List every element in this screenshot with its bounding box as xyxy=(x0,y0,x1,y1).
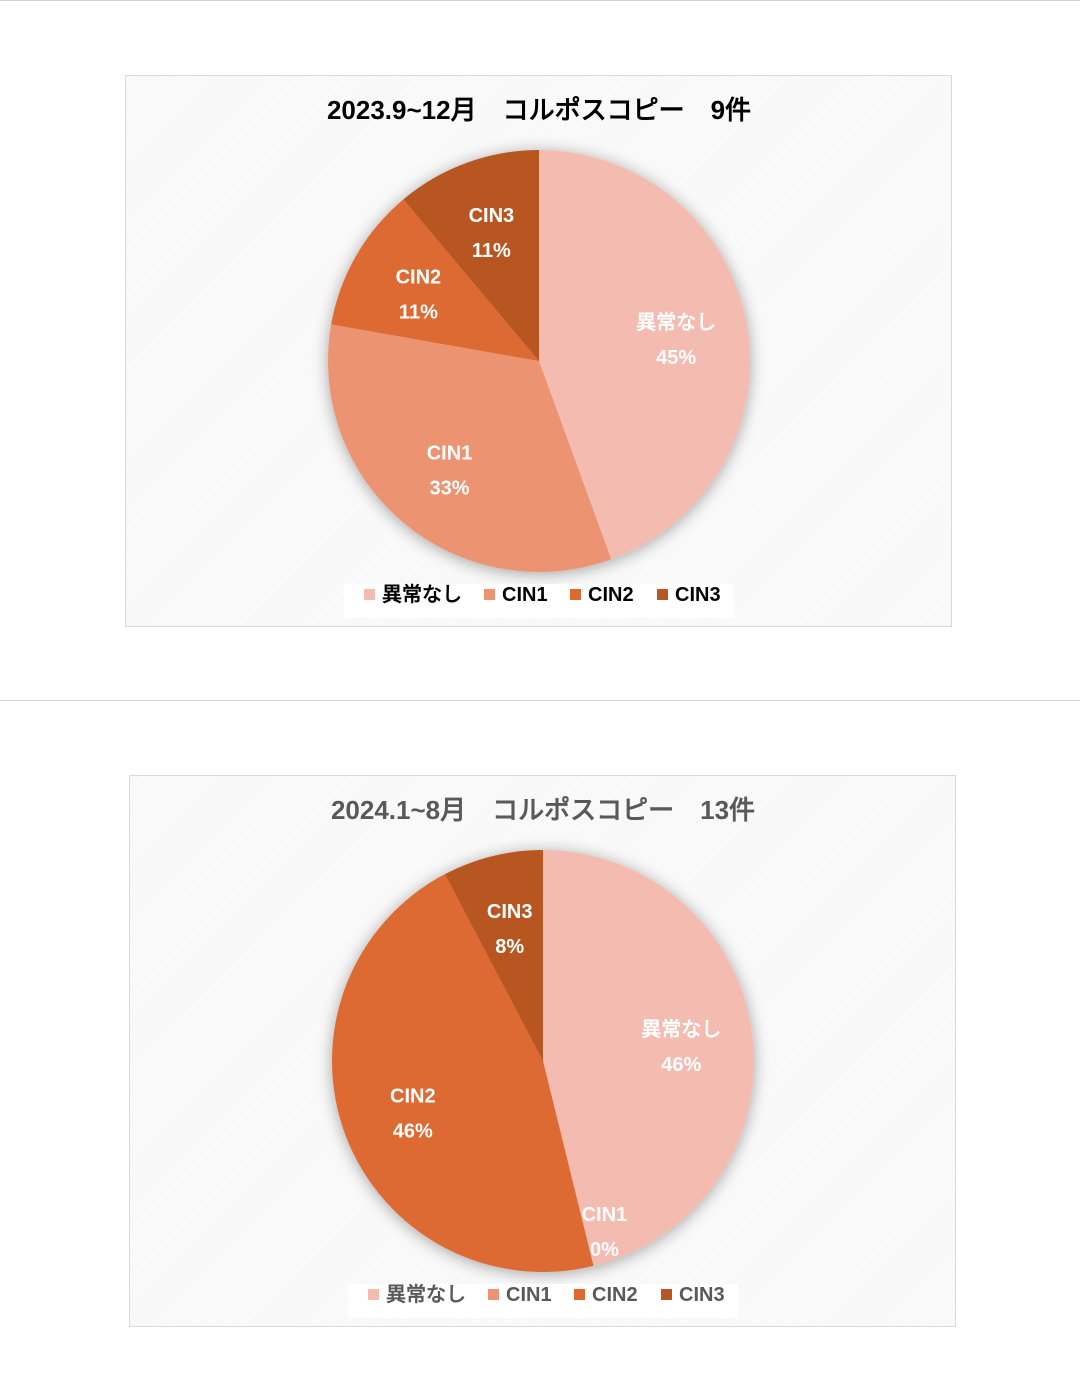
legend-label: CIN1 xyxy=(502,584,548,606)
legend-label: 異常なし xyxy=(382,583,462,606)
pie-slice-normal xyxy=(543,850,754,1266)
legend-label: CIN1 xyxy=(506,1284,552,1306)
chart-panel-2024: 2024.1~8月 コルポスコピー 13件 異常なし 46% CIN1 0% CIN2 4… xyxy=(129,775,956,1327)
pie-chart-2024: 2024.1~8月 コルポスコピー 13件 異常なし 46% CIN1 0% CIN2 4… xyxy=(331,795,755,1318)
legend-label: CIN3 xyxy=(675,584,721,606)
legend-swatch xyxy=(574,1289,585,1300)
slice-labels: 異常なし 45% CIN1 33% CIN2 11% CIN3 11% xyxy=(396,205,717,500)
slice-label-category: CIN2 xyxy=(390,1085,436,1107)
slice-label-percent: 11% xyxy=(472,240,511,262)
chart-title: 2024.1~8月 コルポスコピー 13件 xyxy=(331,795,755,825)
legend-background xyxy=(344,584,734,618)
slice-label-category: 異常なし xyxy=(636,311,716,334)
slice-label-percent: 8% xyxy=(495,936,524,958)
slice-label-category: CIN2 xyxy=(396,266,442,288)
pie-slice-cin2 xyxy=(332,874,594,1272)
slice-label-category: CIN3 xyxy=(487,901,533,923)
legend: 異常なし CIN1 CIN2 CIN3 xyxy=(344,583,734,618)
legend-swatch xyxy=(368,1289,379,1300)
pie-slice-cin2 xyxy=(331,199,539,361)
slice-label-percent: 46% xyxy=(661,1054,701,1076)
legend-label: 異常なし xyxy=(386,1283,466,1306)
slice-labels: 異常なし 46% CIN1 0% CIN2 46% CIN3 8% xyxy=(390,901,721,1261)
legend-swatch xyxy=(484,589,495,600)
top-divider xyxy=(0,0,1080,1)
legend-label: CIN2 xyxy=(592,1284,638,1306)
slice-label-percent: 46% xyxy=(393,1120,433,1142)
middle-divider xyxy=(0,700,1080,701)
legend-swatch xyxy=(570,589,581,600)
slice-label-percent: 45% xyxy=(656,347,696,369)
slice-label-category: CIN1 xyxy=(427,443,473,465)
slice-label-percent: 11% xyxy=(399,301,438,323)
pie-slice-normal xyxy=(539,150,751,560)
slice-label-percent: 0% xyxy=(590,1239,619,1261)
legend-label: CIN3 xyxy=(679,1284,725,1306)
chart-panel-2023: 2023.9~12月 コルポスコピー 9件 異常なし 45% CIN1 33% CIN2… xyxy=(125,75,952,627)
slice-label-category: CIN3 xyxy=(469,205,515,227)
pie-slice-cin3 xyxy=(403,150,539,361)
legend-swatch xyxy=(657,589,668,600)
chart-title: 2023.9~12月 コルポスコピー 9件 xyxy=(327,95,751,125)
legend-background xyxy=(348,1284,738,1318)
slice-label-category: CIN1 xyxy=(582,1204,628,1226)
pie-slice-cin1 xyxy=(328,324,612,572)
legend-swatch xyxy=(364,589,375,600)
pie-slice-cin3 xyxy=(444,850,543,1061)
pie-slices xyxy=(328,150,751,572)
slice-label-percent: 33% xyxy=(429,478,469,500)
legend-swatch xyxy=(661,1289,672,1300)
slice-label-category: 異常なし xyxy=(641,1018,721,1041)
pie-chart-2023: 2023.9~12月 コルポスコピー 9件 異常なし 45% CIN1 33% CIN2… xyxy=(327,95,751,618)
pie-slices xyxy=(332,850,754,1272)
legend-label: CIN2 xyxy=(588,584,634,606)
legend: 異常なし CIN1 CIN2 CIN3 xyxy=(348,1283,738,1318)
legend-swatch xyxy=(488,1289,499,1300)
